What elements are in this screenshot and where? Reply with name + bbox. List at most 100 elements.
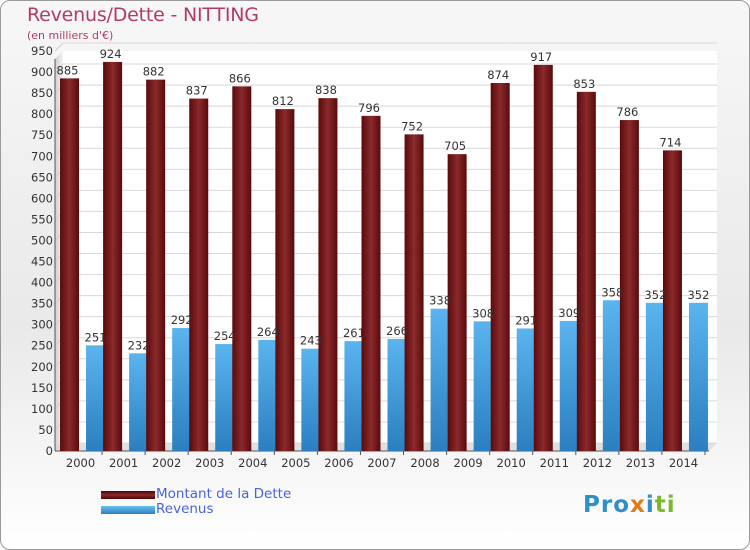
data-label-dette: 752 [401,119,423,133]
x-tick-label: 2008 [410,456,439,470]
chart-title: Revenus/Dette - NITTING [27,4,259,26]
y-tick-label: 500 [31,233,53,247]
data-label-revenus: 308 [472,306,494,320]
y-tick-label: 200 [31,360,53,374]
y-tick-label: 450 [31,255,53,269]
x-tick-label: 2009 [453,456,482,470]
data-label-dette: 882 [143,65,165,79]
x-tick-label: 2010 [497,456,526,470]
x-tick-label: 2014 [669,456,698,470]
bar-dette [404,134,424,452]
bar-revenus [430,308,450,451]
data-label-revenus: 264 [257,325,279,339]
data-label-dette: 812 [272,94,294,108]
y-tick-label: 650 [31,170,53,184]
gridline-wall [54,42,64,52]
x-tick-label: 2005 [281,456,310,470]
data-label-revenus: 251 [85,330,107,344]
x-tick-label: 2006 [324,456,353,470]
y-tick-label: 0 [46,444,53,458]
bar-revenus [387,339,407,451]
data-label-revenus: 243 [300,334,322,348]
bar-dette [447,154,467,451]
data-label-revenus: 309 [558,306,580,320]
bar-dette [232,86,252,452]
y-tick-label: 600 [31,191,53,205]
legend-label-revenus: Revenus [156,501,214,517]
y-tick-label: 100 [31,402,53,416]
y-tick-label: 800 [31,107,53,121]
bar-dette [146,79,166,451]
bar-revenus [86,345,106,451]
x-tick-label: 2003 [195,456,224,470]
y-tick-label: 900 [31,65,53,79]
data-label-dette: 837 [186,84,208,98]
y-tick-label: 350 [31,297,53,311]
x-tick-label: 2002 [152,456,181,470]
bar-dette [318,98,338,451]
data-label-revenus: 266 [386,324,408,338]
data-label-dette: 917 [530,50,552,64]
legend-swatch-revenus [101,506,155,514]
bar-revenus [301,348,321,451]
bar-revenus [559,320,579,451]
chart-subtitle: (en milliers d'€) [27,29,114,42]
bar-revenus [473,321,493,451]
bar-dette [60,78,80,452]
bar-revenus [602,300,622,451]
y-tick-label: 700 [31,149,53,163]
data-label-dette: 705 [444,139,466,153]
data-label-revenus: 291 [515,313,537,327]
bar-dette [275,109,295,452]
y-tick-label: 850 [31,86,53,100]
bar-revenus [215,344,235,451]
y-tick-label: 550 [31,212,53,226]
bar-revenus [258,339,278,451]
bar-revenus [129,353,149,451]
bar-dette [533,64,553,451]
x-tick-label: 2000 [66,456,95,470]
y-tick-label: 950 [31,44,53,58]
bar-dette [103,61,123,452]
x-tick-label: 2012 [583,456,612,470]
x-tick-label: 2001 [109,456,138,470]
x-tick-label: 2007 [367,456,396,470]
x-tick-label: 2013 [626,456,655,470]
data-label-dette: 866 [229,71,251,85]
y-tick-label: 250 [31,339,53,353]
bar-dette [189,98,209,451]
gridline-wall [54,63,64,73]
data-label-revenus: 232 [128,338,150,352]
bar-revenus [645,302,665,451]
data-label-dette: 885 [57,63,79,77]
bar-revenus [516,328,536,451]
y-tick-label: 400 [31,276,53,290]
data-label-revenus: 292 [171,313,193,327]
data-label-revenus: 358 [601,285,623,299]
data-labels: 885 251 924 232 882 292 837 254 866 264 812 243 838 2… [57,47,710,352]
bar-dette [576,91,596,451]
bar-dette [662,150,682,452]
bar-dette [619,120,639,451]
y-tick-label: 750 [31,128,53,142]
y-tick-label: 300 [31,318,53,332]
data-label-revenus: 254 [214,329,236,343]
bar-dette [361,115,381,451]
data-label-dette: 796 [358,101,380,115]
legend-swatch-dette [101,491,155,499]
bars [60,61,708,452]
y-tick-label: 150 [31,381,53,395]
bar-revenus [172,328,192,451]
data-label-dette: 786 [616,105,638,119]
x-tick-label: 2011 [540,456,569,470]
proxiti-logo: Proxiti [583,492,676,518]
legend-label-dette: Montant de la Dette [156,486,292,502]
bar-dette [490,83,510,451]
data-label-revenus: 352 [687,288,709,302]
data-label-dette: 853 [573,77,595,91]
data-label-revenus: 261 [343,326,365,340]
data-label-dette: 874 [487,68,509,82]
bar-revenus [688,302,708,451]
